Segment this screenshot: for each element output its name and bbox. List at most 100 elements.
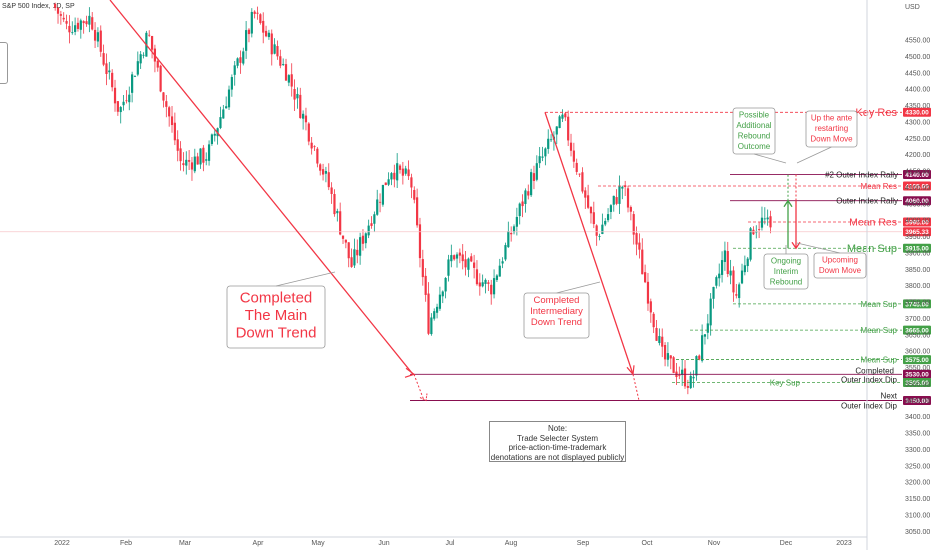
candle-body [264, 30, 268, 37]
candle-body [530, 172, 533, 196]
candle-body [666, 353, 670, 360]
candle-body [629, 207, 632, 212]
candle-body [686, 385, 689, 388]
candle-body [245, 30, 248, 51]
price-badge-text: 4060.00 [905, 198, 929, 205]
candle-body [213, 133, 216, 136]
candle-body [760, 217, 764, 228]
candle-body [71, 32, 74, 34]
level-label: Outer Index Dip [841, 375, 898, 384]
candle-body [168, 107, 171, 117]
time-tick-label: Jun [378, 540, 389, 547]
candle-body [327, 172, 330, 188]
candle-body [150, 36, 154, 50]
currency-label: USD [905, 4, 920, 11]
candle-body [133, 76, 137, 78]
candle-body [561, 114, 564, 119]
price-axis: 4550.00 4500.00 4450.00 4400.00 4350.00 4300.… [866, 0, 930, 550]
candle-body [105, 63, 108, 74]
candle-body [589, 206, 593, 214]
candle-body [532, 173, 536, 181]
callout-line: Rebound [738, 132, 770, 141]
candle-body [62, 17, 65, 20]
price-tick-label: 4500.00 [905, 54, 930, 61]
price-tick-label: 4350.00 [905, 103, 930, 110]
candle-body [302, 113, 305, 119]
candle-body [59, 14, 62, 16]
candle-body [430, 317, 433, 335]
candle-body [407, 169, 410, 177]
candle-body [735, 294, 738, 296]
time-tick-label: Mar [179, 540, 192, 547]
price-tick-label: 3100.00 [905, 512, 930, 519]
price-badge [903, 377, 931, 387]
price-tick-label: 3650.00 [905, 332, 930, 339]
candle-body [324, 170, 328, 174]
candle-body [108, 70, 111, 73]
candle-body [68, 25, 71, 33]
price-tick-label: 3300.00 [905, 447, 930, 454]
candle-body [701, 335, 704, 361]
candle-body [307, 123, 310, 142]
candle-body [652, 313, 655, 328]
candle-body [122, 101, 125, 106]
symbol-title: S&P 500 Index, 1D, SP [2, 3, 75, 10]
candle-body [726, 251, 729, 274]
candle-body [635, 233, 638, 245]
candle-body [139, 54, 142, 64]
callout-line: Completed [240, 290, 313, 307]
price-badge [903, 170, 931, 180]
level-label: Mean Res [849, 217, 897, 229]
candle-body [210, 134, 214, 145]
time-tick-label: Dec [780, 540, 793, 547]
candle-body [732, 270, 735, 293]
candle-body [720, 260, 724, 275]
price-tick-label: 3050.00 [905, 529, 930, 536]
candle-body [316, 148, 319, 164]
time-tick-label: Aug [505, 540, 518, 547]
candle-body [219, 117, 222, 128]
candle-body [88, 15, 91, 25]
candle-body [458, 252, 461, 256]
candle-body [190, 162, 194, 170]
candle-body [370, 223, 373, 226]
candle-body [136, 61, 139, 75]
price-tick-label: 3150.00 [905, 496, 930, 503]
candle-body [99, 30, 102, 52]
price-badge [903, 396, 931, 405]
candle-body [515, 216, 518, 227]
arrow-head [791, 241, 801, 250]
candle-body [703, 334, 707, 337]
candle-body [678, 375, 681, 377]
note-line: Trade Selecter System [516, 433, 599, 443]
candle-body [427, 293, 430, 334]
candle-body [82, 21, 85, 24]
price-tick-label: 3950.00 [905, 234, 930, 241]
candle-body [148, 34, 151, 36]
price-tick-label: 3900.00 [905, 250, 930, 257]
candle-body [729, 270, 732, 276]
collapsed-panel-tab[interactable] [0, 42, 8, 84]
candle-body [353, 249, 356, 266]
callout-line: Ongoing [771, 257, 801, 266]
candle-body [763, 218, 766, 220]
candle-body [330, 187, 333, 194]
note-line: price-action-time-trademark [508, 443, 607, 452]
price-tick-label: 4250.00 [905, 136, 930, 143]
candle-body [638, 242, 641, 250]
candle-body [598, 236, 601, 237]
candle-body [564, 113, 567, 118]
candle-body [672, 357, 675, 373]
candle-body [649, 301, 652, 313]
candle-body [276, 46, 279, 57]
price-tick-label: 3850.00 [905, 267, 930, 274]
candle-body [641, 249, 644, 275]
candle-body [239, 57, 242, 63]
candle-body [290, 74, 293, 87]
candle-body [766, 217, 769, 220]
callout-line: Down Move [810, 135, 853, 144]
candle-body [521, 201, 524, 207]
candle-body [202, 147, 205, 163]
